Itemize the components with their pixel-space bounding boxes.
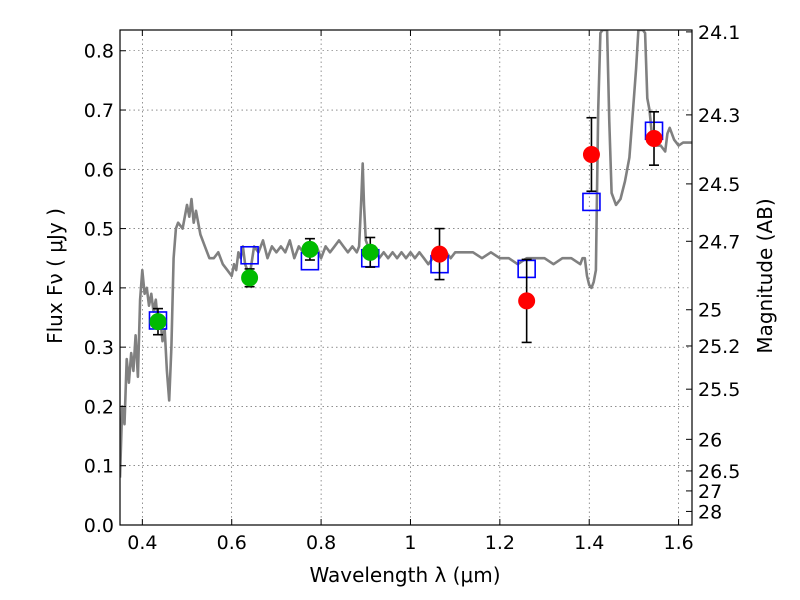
magnitude-tick-label: 25.5: [698, 379, 740, 401]
y-tick-label: 0.8: [84, 41, 114, 63]
y-tick-label: 0.2: [84, 396, 114, 418]
spectrum-line: [120, 30, 692, 478]
data-point: [361, 243, 379, 261]
y-axis-label: Flux Fν ( μJy ): [43, 208, 67, 344]
x-tick-label: 0.8: [306, 532, 336, 554]
magnitude-tick-label: 27: [698, 481, 722, 503]
y-tick-label: 0.5: [84, 219, 114, 241]
magnitude-tick-label: 24.7: [698, 231, 740, 253]
x-tick-label: 1: [404, 532, 416, 554]
magnitude-tick-label: 28: [698, 501, 722, 523]
plot-frame: [119, 29, 693, 526]
y-tick-label: 0.6: [84, 159, 114, 181]
y-tick-label: 0.4: [84, 278, 114, 300]
data-point: [431, 245, 449, 263]
magnitude-tick-label: 24.5: [698, 174, 740, 196]
magnitude-tick-label: 25: [698, 300, 722, 322]
y-tick-label: 0.3: [84, 337, 114, 359]
data-point: [149, 313, 167, 331]
x-axis-label: Wavelength λ (μm): [309, 563, 500, 587]
x-tick-label: 0.6: [217, 532, 247, 554]
y-tick-label: 0.7: [84, 100, 114, 122]
model-square-marker: [240, 245, 259, 265]
y2-axis-label: Magnitude (AB): [753, 198, 777, 353]
observed-photometry-points: [149, 111, 663, 344]
magnitude-tick-label: 25.2: [698, 336, 740, 358]
data-point: [301, 240, 319, 258]
model-spectrum: [120, 30, 692, 478]
data-point: [241, 269, 259, 287]
magnitude-tick-label: 26: [698, 429, 722, 451]
data-point: [518, 292, 536, 310]
x-tick-label: 1.2: [485, 532, 515, 554]
data-point: [645, 129, 663, 147]
magnitude-tick-label: 26.5: [698, 461, 740, 483]
x-tick-label: 0.4: [127, 532, 157, 554]
model-square-marker: [582, 192, 601, 212]
y-tick-label: 0.1: [84, 456, 114, 478]
data-point: [582, 145, 600, 163]
x-tick-label: 1.6: [663, 532, 693, 554]
magnitude-tick-label: 24.3: [698, 105, 740, 127]
magnitude-tick-label: 24.1: [698, 22, 740, 44]
x-tick-label: 1.4: [574, 532, 604, 554]
grid-lines: [120, 30, 692, 525]
axis-ticks: 0.4 0.6 0.8 1 1.2 1.4 1.6 0.0 0.1 0.2 0.3 0.4 0.5 0.6…: [84, 22, 741, 554]
y-tick-label: 0.0: [84, 515, 114, 537]
